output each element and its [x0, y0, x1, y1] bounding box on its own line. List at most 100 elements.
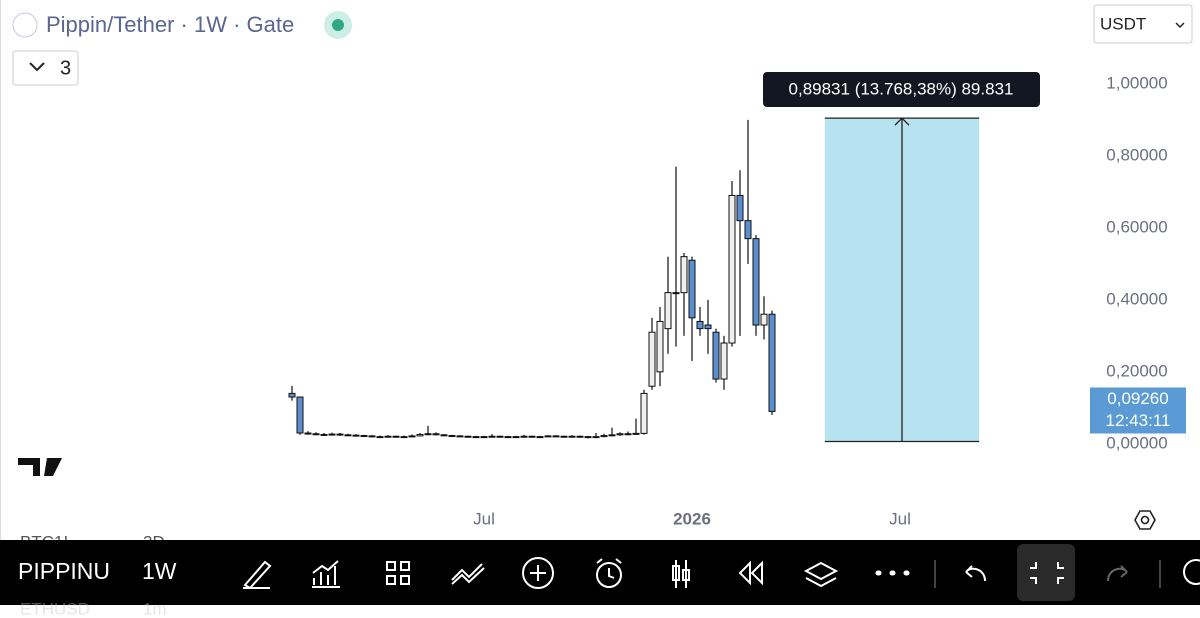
bottom-strip [0, 605, 1200, 618]
candle-body [448, 435, 456, 438]
toolbar-interval[interactable]: 1W [142, 558, 177, 584]
toolbar [0, 540, 1200, 605]
separator [934, 560, 1161, 588]
indicators-toggle[interactable] [12, 50, 79, 86]
y-tick-label: 1,00000 [1106, 73, 1167, 92]
candle-body [512, 436, 520, 439]
y-tick-label: 0,40000 [1106, 289, 1167, 308]
chart-type-icon[interactable] [672, 560, 690, 588]
candle-body [528, 435, 536, 438]
candle-body [728, 194, 736, 344]
chevron [29, 62, 45, 72]
candle-body [456, 435, 464, 438]
indicators-count: 3 [60, 57, 71, 79]
currency-label: USDT [1100, 14, 1146, 33]
alert-icon-hands [596, 558, 622, 579]
idea-icon[interactable] [1183, 559, 1200, 585]
candle-body [424, 433, 432, 436]
candle-body [464, 435, 472, 438]
candle-body [384, 435, 392, 438]
candle-body [360, 435, 368, 438]
candle-body [416, 433, 424, 437]
collapse-icon [1030, 562, 1064, 584]
plot: 0,00000 0,20000 0,40000 0,60000 0,80000 1,000… [288, 72, 1186, 528]
draw-icon[interactable] [243, 560, 272, 590]
toolbar-symbol[interactable]: PIPPINU [18, 558, 110, 584]
candle-body [328, 433, 336, 436]
candle-body [664, 292, 672, 330]
currency-select[interactable] [1093, 4, 1193, 44]
candle-body [400, 436, 408, 439]
candle-body [624, 433, 632, 436]
candle-body [560, 435, 568, 438]
measure-label: 0,89831 (13.768,38%) 89.831 [789, 79, 1014, 98]
candle-body [584, 436, 592, 439]
price-value: 0,09260 [1107, 389, 1168, 408]
candle-body [336, 433, 344, 436]
candle-body [696, 320, 704, 330]
candle-body [704, 324, 712, 330]
candle-body [768, 313, 776, 412]
settings-icon[interactable] [1134, 510, 1156, 530]
candle-body [656, 320, 664, 373]
y-tick-label: 0,20000 [1106, 361, 1167, 380]
candle-body [536, 436, 544, 439]
candle-body [472, 436, 480, 439]
candle-body [296, 396, 304, 434]
x-tick-label: Jul [473, 509, 495, 528]
candle-body [608, 434, 616, 437]
candle-body [680, 256, 688, 294]
candle-body [504, 436, 512, 439]
replay-icon[interactable] [738, 560, 763, 586]
undo-icon[interactable] [965, 565, 986, 582]
redo-icon[interactable] [1107, 565, 1128, 582]
indicator-icon[interactable] [312, 560, 340, 588]
candle-body [344, 434, 352, 437]
candle-body [304, 432, 312, 435]
layers-icon[interactable] [803, 561, 839, 588]
candle-body [576, 435, 584, 438]
chart-title: Pippin/Tether · 1W · Gate [46, 12, 294, 37]
candle-body [744, 220, 752, 240]
alert-icon[interactable] [596, 562, 622, 588]
candle-body [712, 331, 720, 380]
status-dot [332, 19, 344, 31]
measure-arrow-head [894, 117, 910, 126]
candle-body [408, 435, 416, 438]
candle-body [592, 436, 600, 439]
add-icon[interactable] [522, 557, 554, 589]
candle-body [488, 435, 496, 438]
candle-body [520, 435, 528, 438]
x-tick-label: Jul [889, 509, 911, 528]
candle-body [320, 433, 328, 436]
candle-body [552, 435, 560, 438]
strategy-icon[interactable] [451, 563, 485, 585]
layout-icon[interactable] [386, 561, 410, 585]
candle-body [736, 194, 744, 222]
price-label [1090, 387, 1186, 434]
candle-body [480, 436, 488, 439]
candle-body [496, 435, 504, 438]
toolbar-icons [243, 544, 1200, 601]
y-tick-label: 0,00000 [1106, 433, 1167, 452]
candle-body [352, 434, 360, 437]
left-border [0, 0, 1, 540]
candle-body [648, 331, 656, 387]
candle-body [760, 313, 768, 326]
measure-tooltip [763, 72, 1040, 107]
add-icon-cross [530, 565, 546, 581]
candle-body [432, 433, 440, 436]
candle-body [368, 435, 376, 438]
select-arrow [1175, 22, 1185, 29]
candle-body [616, 433, 624, 436]
candle-body [672, 292, 680, 295]
fullscreen-button[interactable] [1017, 544, 1075, 601]
price-countdown: 12:43:11 [1106, 411, 1171, 430]
candle-body [720, 342, 728, 380]
candle-body [312, 433, 320, 436]
y-tick-label: 0,80000 [1106, 145, 1167, 164]
candle-body [600, 435, 608, 438]
candle-body [376, 436, 384, 439]
